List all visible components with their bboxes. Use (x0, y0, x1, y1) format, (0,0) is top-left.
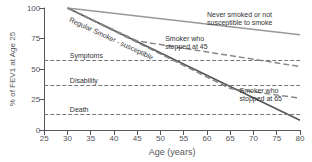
svg-text:40: 40 (110, 134, 119, 143)
svg-text:80: 80 (296, 134, 305, 143)
svg-text:65: 65 (226, 134, 235, 143)
svg-text:35: 35 (86, 134, 95, 143)
svg-text:25: 25 (31, 95, 40, 104)
svg-text:stopped at 65: stopped at 65 (240, 95, 283, 103)
svg-text:100: 100 (27, 4, 41, 13)
svg-text:75: 75 (272, 134, 281, 143)
svg-text:55: 55 (179, 134, 188, 143)
svg-text:% of FEV1 at Age 25: % of FEV1 at Age 25 (8, 31, 17, 106)
svg-text:0: 0 (35, 125, 41, 135)
svg-text:Regular Smoker - susceptible: Regular Smoker - susceptible (68, 16, 154, 62)
svg-text:Symptoms: Symptoms (70, 52, 104, 60)
svg-text:susceptible to smoke: susceptible to smoke (207, 19, 272, 27)
svg-text:50: 50 (31, 65, 40, 74)
svg-text:Smoker who: Smoker who (165, 35, 204, 42)
svg-text:Smoker who: Smoker who (240, 87, 279, 94)
svg-text:Disability: Disability (70, 77, 99, 85)
svg-text:Never smoked or not: Never smoked or not (207, 11, 272, 18)
svg-text:60: 60 (203, 134, 212, 143)
svg-text:Death: Death (70, 106, 89, 113)
svg-text:30: 30 (63, 134, 72, 143)
svg-text:stopped at 45: stopped at 45 (165, 43, 208, 51)
svg-text:75: 75 (31, 34, 40, 43)
svg-text:Age (years): Age (years) (149, 147, 196, 157)
svg-text:45: 45 (133, 134, 142, 143)
svg-text:70: 70 (249, 134, 258, 143)
svg-text:50: 50 (156, 134, 165, 143)
svg-text:25: 25 (40, 134, 49, 143)
